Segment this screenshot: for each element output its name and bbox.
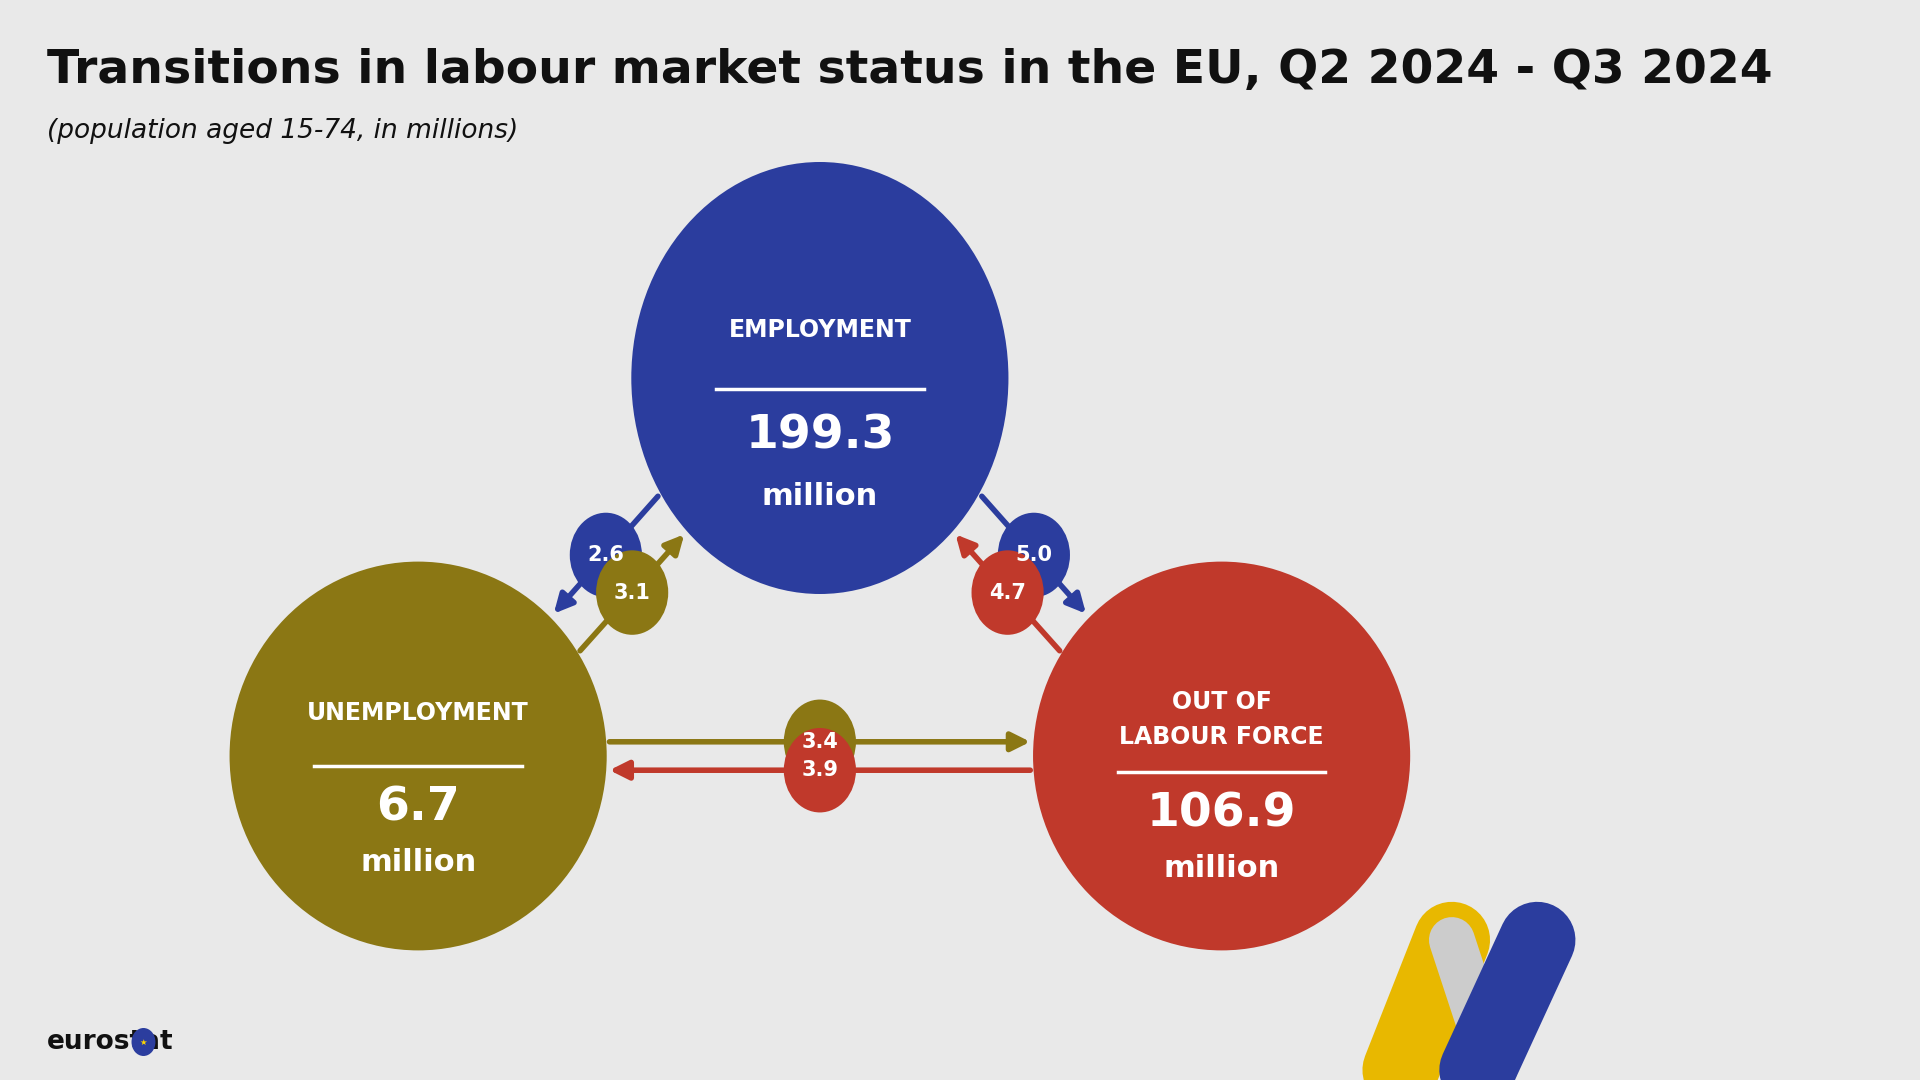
Text: 3.4: 3.4 (801, 732, 839, 752)
Text: 6.7: 6.7 (376, 786, 461, 831)
Text: eurostat: eurostat (46, 1029, 173, 1055)
Text: LABOUR FORCE: LABOUR FORCE (1119, 725, 1325, 748)
Text: ★: ★ (140, 1038, 148, 1047)
Ellipse shape (972, 551, 1044, 635)
Text: million: million (1164, 854, 1281, 883)
Text: million: million (361, 849, 476, 877)
Text: Transitions in labour market status in the EU, Q2 2024 - Q3 2024: Transitions in labour market status in t… (46, 48, 1772, 93)
Text: million: million (762, 483, 877, 511)
Ellipse shape (783, 700, 856, 784)
Ellipse shape (230, 562, 607, 950)
Ellipse shape (632, 162, 1008, 594)
Text: EMPLOYMENT: EMPLOYMENT (728, 319, 912, 342)
Text: 199.3: 199.3 (745, 414, 895, 459)
Text: 106.9: 106.9 (1146, 792, 1296, 837)
Text: 5.0: 5.0 (1016, 545, 1052, 565)
Text: OUT OF: OUT OF (1171, 689, 1271, 714)
Text: 2.6: 2.6 (588, 545, 624, 565)
Ellipse shape (998, 513, 1069, 597)
Text: 3.9: 3.9 (801, 760, 839, 780)
Ellipse shape (595, 551, 668, 635)
Text: 3.1: 3.1 (614, 582, 651, 603)
Text: UNEMPLOYMENT: UNEMPLOYMENT (307, 701, 530, 726)
Ellipse shape (783, 728, 856, 812)
Text: (population aged 15-74, in millions): (population aged 15-74, in millions) (46, 118, 518, 144)
Text: 4.7: 4.7 (989, 582, 1025, 603)
Ellipse shape (1033, 562, 1409, 950)
Ellipse shape (570, 513, 641, 597)
Ellipse shape (132, 1028, 156, 1056)
